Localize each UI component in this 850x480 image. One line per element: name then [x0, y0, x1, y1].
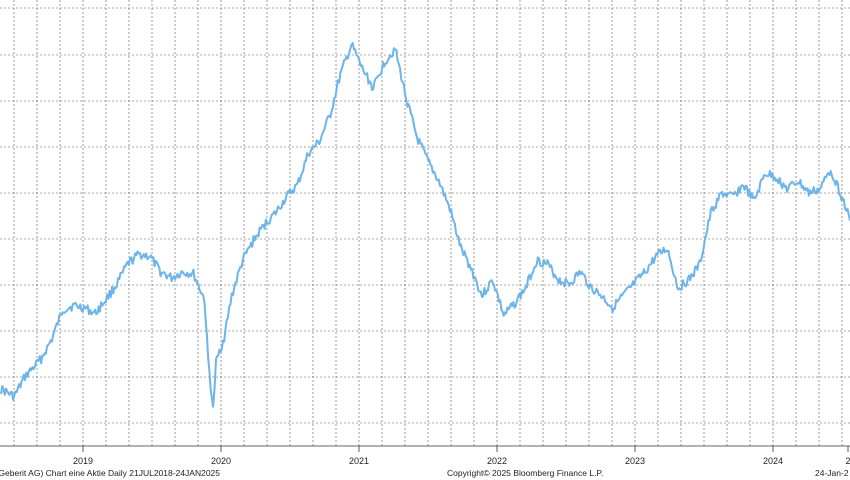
price-series	[0, 42, 850, 408]
x-tick-label: 2021	[349, 456, 369, 466]
x-tick-label: 2022	[487, 456, 507, 466]
x-tick-label: 2020	[211, 456, 231, 466]
x-tick-label: 2024	[763, 456, 783, 466]
chart-description: uity (Geberit AG) Chart eine Aktie Daily…	[0, 468, 221, 478]
copyright-notice: Copyright© 2025 Bloomberg Finance L.P.	[447, 468, 604, 478]
x-tick-label: 2023	[625, 456, 645, 466]
chart-grid	[0, 0, 850, 447]
x-tick-label: 2	[845, 456, 850, 466]
end-date-label: 24-Jan-2	[815, 468, 849, 478]
x-axis: 2019 2020 2021 2022 2023 2024 2	[73, 446, 850, 466]
series-line	[0, 42, 850, 408]
x-tick-label: 2019	[73, 456, 93, 466]
